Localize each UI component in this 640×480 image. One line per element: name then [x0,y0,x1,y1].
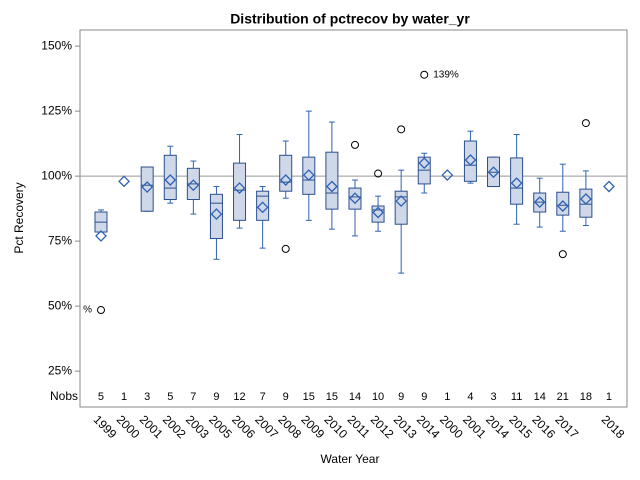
mean-marker [256,201,269,214]
y-tick-label: 100% [41,168,72,182]
y-tick-label: 25% [48,363,72,377]
nobs-value: 9 [213,391,219,403]
nobs-value: 3 [144,391,150,403]
mean-marker [441,169,454,181]
outlier [420,70,429,79]
nobs-label: Nobs [50,389,78,403]
box [556,191,570,216]
nobs-value: 10 [372,391,384,403]
box [463,140,477,182]
mean-marker [302,169,315,181]
box [256,190,270,221]
y-axis-label: Pct Recovery [12,182,26,253]
outlier-label: 139% [433,69,459,80]
mean-marker [372,206,384,219]
nobs-value: 18 [580,391,592,403]
nobs-value: 5 [98,391,104,403]
mean-marker [418,157,431,170]
outlier [558,250,567,259]
mean-marker [95,230,107,242]
nobs-value: 1 [606,391,612,403]
plot-frame [79,29,628,408]
box [510,157,524,205]
nobs-value: 9 [421,391,427,403]
outlier [281,244,290,253]
nobs-value: 14 [534,391,546,403]
mean-marker [118,175,131,188]
mean-marker [603,180,615,193]
mean-marker [533,196,546,209]
nobs-value: 21 [557,391,569,403]
mean-marker [487,166,500,179]
nobs-value: 9 [398,391,404,403]
nobs-value: 3 [490,391,496,403]
mean-marker [279,174,292,186]
y-tick-label: 50% [48,298,72,312]
mean-marker [233,182,246,194]
mean-marker [579,193,592,205]
outlier [581,119,590,128]
box [209,193,223,240]
mean-marker [141,181,154,193]
nobs-value: 1 [121,391,127,403]
nobs-value: 15 [326,391,338,403]
mean-marker [325,180,338,193]
mean-marker [349,192,361,205]
mean-marker [510,177,523,190]
mean-marker [395,195,408,207]
outlier [374,169,383,178]
box [233,162,247,221]
mean-marker [164,174,177,186]
box [302,156,316,195]
box [140,166,154,212]
nobs-value: 15 [303,391,315,403]
mean-marker [187,179,200,192]
nobs-value: 9 [283,391,289,403]
y-tick-label: 75% [48,233,72,247]
nobs-value: 1 [444,391,450,403]
nobs-value: 14 [349,391,361,403]
nobs-value: 7 [190,391,196,403]
mean-marker [556,200,569,212]
mean-marker [210,208,223,220]
nobs-value: 4 [467,391,473,403]
nobs-value: 5 [167,391,173,403]
mean-marker [464,154,477,166]
nobs-value: 12 [233,391,245,403]
outlier [350,140,359,149]
y-tick-label: 150% [41,38,72,52]
outlier-label: % [83,305,92,316]
chart-title: Distribution of pctrecov by water_yr [230,11,470,27]
outlier [96,306,105,315]
outlier [397,125,406,134]
nobs-value: 7 [260,391,266,403]
box [348,187,362,210]
box [163,154,177,201]
x-axis-label: Water Year [321,452,380,466]
y-tick-label: 125% [41,103,72,117]
nobs-value: 11 [511,391,522,403]
